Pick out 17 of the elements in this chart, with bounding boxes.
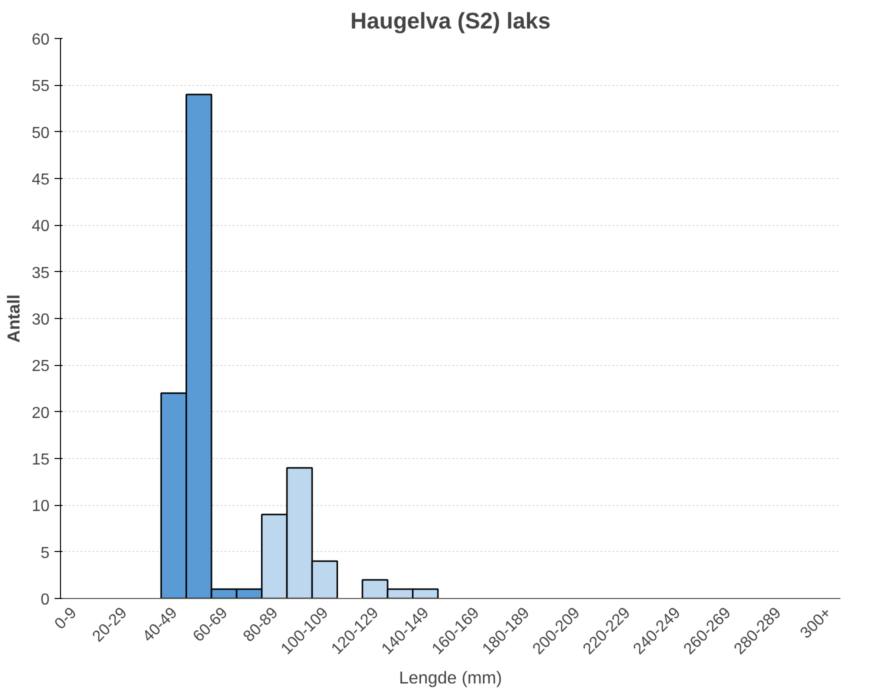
y-tick-label: 15 xyxy=(32,452,50,468)
y-tick-label: 20 xyxy=(32,404,50,422)
y-tick-label: 5 xyxy=(40,544,50,562)
y-tick-label: 60 xyxy=(32,32,50,48)
chart-title: Haugelva (S2) laks xyxy=(350,8,551,34)
y-tick-label: 0 xyxy=(40,592,50,608)
y-axis-title: Antall xyxy=(4,294,24,343)
y-tick-label: 30 xyxy=(32,312,50,328)
y-tick-label: 10 xyxy=(32,498,50,516)
y-tick-label: 35 xyxy=(32,264,50,282)
x-axis-title: Lengde (mm) xyxy=(398,668,502,688)
y-tick-label: 45 xyxy=(32,172,50,188)
y-tick-label: 55 xyxy=(32,78,50,96)
y-tick-label: 40 xyxy=(32,218,50,236)
x-tick-label: 0-9 xyxy=(52,604,80,633)
y-tick-label: 25 xyxy=(32,358,50,376)
y-tick-label: 50 xyxy=(32,124,50,142)
